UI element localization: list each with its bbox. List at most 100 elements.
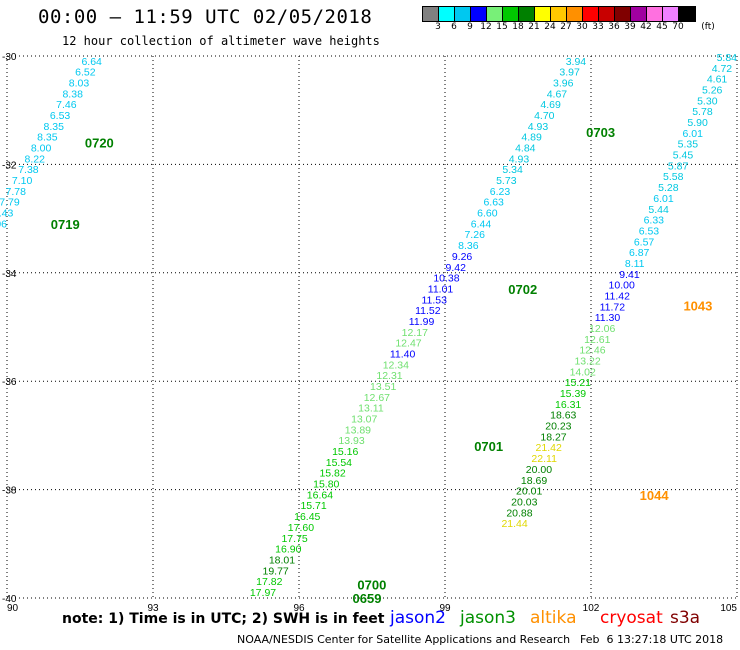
color-legend-swatch bbox=[471, 7, 487, 21]
swh-value-label: 7.78 bbox=[6, 186, 27, 198]
swh-value-label: 17.82 bbox=[256, 576, 282, 588]
swh-value-label: 4.70 bbox=[534, 110, 555, 122]
y-tick-label: -34 bbox=[2, 269, 17, 280]
swh-value-label: 17.60 bbox=[288, 522, 314, 534]
swh-value-label: 15.54 bbox=[326, 457, 352, 469]
color-legend-swatch bbox=[599, 7, 615, 21]
swh-value-label: 22.11 bbox=[531, 453, 557, 465]
swh-value-label: 11.53 bbox=[421, 294, 447, 306]
color-legend-swatch bbox=[423, 7, 439, 21]
swh-value-label: 5.73 bbox=[496, 175, 517, 187]
swh-value-label: 12.67 bbox=[364, 392, 390, 404]
pass-time-label: 0700 bbox=[357, 577, 386, 592]
color-legend-label: 70 bbox=[672, 22, 684, 32]
color-legend-unit: (ft) bbox=[701, 22, 715, 32]
swh-value-label: 9.26 bbox=[452, 251, 473, 263]
swh-value-label: 8.35 bbox=[37, 132, 58, 144]
color-legend-label: 27 bbox=[560, 22, 572, 32]
x-tick-label: 99 bbox=[439, 603, 451, 614]
pass-time-label: 0720 bbox=[85, 136, 114, 151]
satellite-legend-s3a: s3a bbox=[670, 608, 701, 628]
swh-value-label: 4.67 bbox=[547, 88, 568, 100]
swh-value-label: 8.38 bbox=[62, 88, 83, 100]
swh-value-label: 14.02 bbox=[570, 366, 596, 378]
swh-value-label: 4.61 bbox=[707, 74, 728, 86]
swh-value-label: 5.26 bbox=[702, 85, 723, 97]
swh-value-label: 7.10 bbox=[12, 175, 33, 187]
swh-value-label: 5.87 bbox=[668, 160, 689, 172]
swh-value-label: 21.44 bbox=[501, 518, 527, 530]
color-legend-label: 18 bbox=[512, 22, 524, 32]
swh-value-label: 16.45 bbox=[294, 511, 320, 523]
color-legend-swatch bbox=[439, 7, 455, 21]
y-tick-label: -36 bbox=[2, 377, 17, 388]
swh-value-label: 4.69 bbox=[540, 99, 561, 111]
swh-value-label: 6.57 bbox=[634, 236, 655, 248]
swh-value-label: 16.90 bbox=[275, 544, 301, 556]
swh-value-label: 15.71 bbox=[300, 500, 326, 512]
color-legend-label: 24 bbox=[544, 22, 556, 32]
swh-value-label: 12.17 bbox=[402, 327, 428, 339]
swh-value-label: 8.36 bbox=[458, 240, 479, 252]
swh-value-label: 15.39 bbox=[560, 388, 586, 400]
color-legend-label: 15 bbox=[496, 22, 508, 32]
swh-value-label: 12.61 bbox=[584, 334, 610, 346]
swh-value-label: 6.53 bbox=[639, 225, 660, 237]
swh-value-label: 5.78 bbox=[692, 106, 713, 118]
swh-value-label: 16.31 bbox=[555, 399, 581, 411]
swh-value-label: 10.00 bbox=[609, 280, 635, 292]
color-legend-bar bbox=[422, 6, 696, 22]
swh-value-label: 13.11 bbox=[358, 403, 384, 415]
y-tick-label: -32 bbox=[2, 160, 17, 171]
color-legend-label: 6 bbox=[451, 22, 457, 32]
color-legend-swatch bbox=[535, 7, 551, 21]
color-legend-swatch bbox=[631, 7, 647, 21]
color-legend-swatch bbox=[551, 7, 567, 21]
swh-value-label: 3.96 bbox=[553, 77, 574, 89]
swh-value-label: 5.44 bbox=[648, 204, 669, 216]
swh-value-label: 13.22 bbox=[574, 356, 600, 368]
swh-value-label: 15.16 bbox=[332, 446, 358, 458]
swh-value-label: 7.26 bbox=[464, 229, 485, 241]
color-legend-swatch bbox=[615, 7, 631, 21]
swh-value-label: 11.72 bbox=[600, 301, 626, 313]
swh-value-label: 6.01 bbox=[653, 193, 674, 205]
x-tick-label: 90 bbox=[7, 603, 19, 614]
swh-value-label: 11.99 bbox=[409, 316, 435, 328]
pass-time-label: 1043 bbox=[683, 298, 712, 313]
swh-value-label: 6.53 bbox=[50, 110, 71, 122]
swh-value-label: 6.60 bbox=[477, 208, 498, 220]
swh-value-label: 5.28 bbox=[658, 182, 679, 194]
swh-value-label: 4.84 bbox=[515, 143, 536, 155]
swh-value-label: 11.30 bbox=[595, 312, 621, 324]
color-legend-label: 39 bbox=[624, 22, 636, 32]
swh-value-label: 5.84 bbox=[717, 52, 738, 64]
swh-value-label: 3.94 bbox=[566, 56, 587, 68]
pass-time-label: 0703 bbox=[586, 125, 615, 140]
swh-value-label: 18.63 bbox=[550, 410, 576, 422]
footer-note-row: note: 1) Time is in UTC; 2) SWH is in fe… bbox=[0, 608, 740, 632]
swh-value-label: 11.40 bbox=[390, 348, 416, 360]
color-legend-swatch bbox=[567, 7, 583, 21]
swh-value-label: 7.79 bbox=[0, 197, 20, 209]
x-tick-label: 96 bbox=[293, 603, 305, 614]
credit-line: NOAA/NESDIS Center for Satellite Applica… bbox=[237, 633, 571, 646]
satellite-legend-altika: altika bbox=[530, 608, 577, 628]
swh-value-label: 12.46 bbox=[579, 345, 605, 357]
x-tick-label: 93 bbox=[147, 603, 159, 614]
swh-value-label: 20.23 bbox=[545, 421, 571, 433]
swh-value-label: 20.01 bbox=[516, 486, 542, 498]
swh-value-label: 12.06 bbox=[589, 323, 615, 335]
chart-title: 00:00 – 11:59 UTC 02/05/2018 bbox=[38, 6, 373, 28]
swh-value-label: 6.64 bbox=[81, 56, 102, 68]
color-legend-label: 12 bbox=[480, 22, 492, 32]
swh-value-label: 6.33 bbox=[644, 215, 665, 227]
pass-time-label: 0702 bbox=[508, 282, 537, 297]
satellite-legend-jason2: jason2 bbox=[390, 608, 446, 628]
pass-time-label: 1044 bbox=[640, 488, 670, 503]
swh-value-label: 8.03 bbox=[69, 77, 90, 89]
swh-value-label: 20.00 bbox=[526, 464, 552, 476]
swh-value-label: 17.75 bbox=[281, 533, 307, 545]
color-legend-label: 3 bbox=[435, 22, 441, 32]
swh-value-label: 10.38 bbox=[433, 273, 459, 285]
